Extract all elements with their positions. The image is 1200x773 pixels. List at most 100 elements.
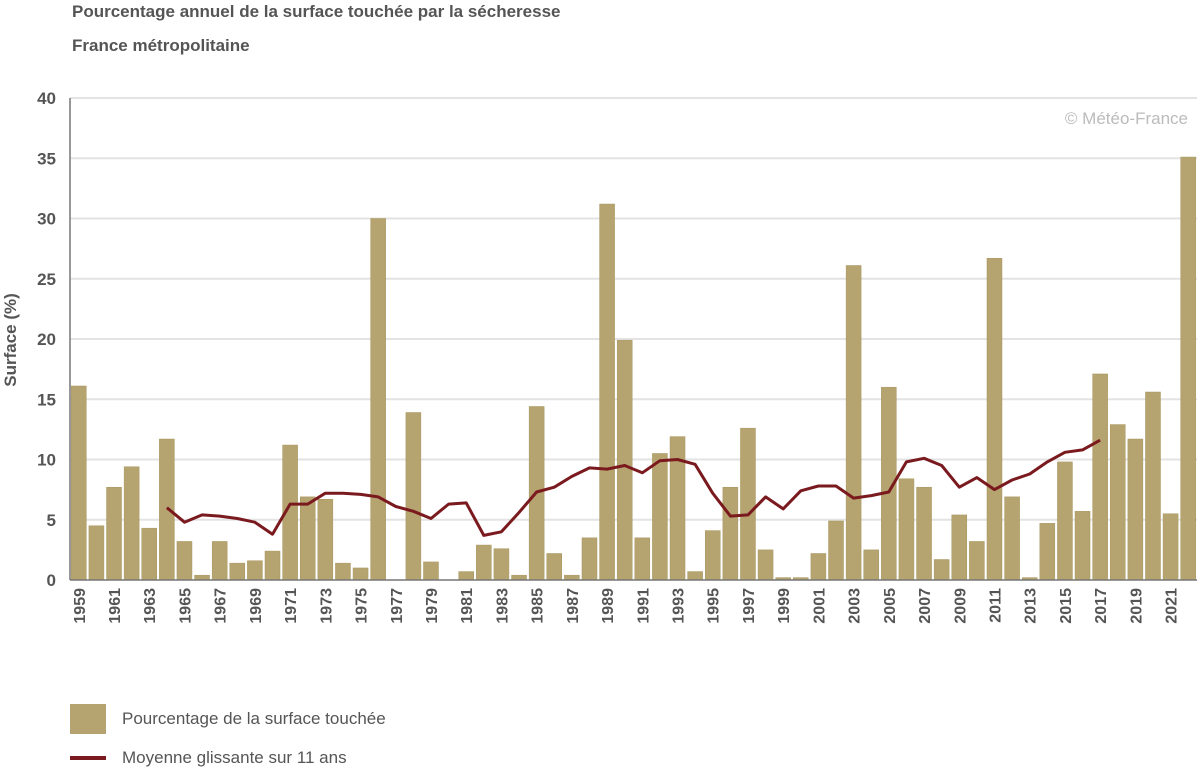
x-tick-label: 1987 — [565, 588, 582, 624]
x-tick-label: 1989 — [600, 588, 617, 624]
bar — [581, 537, 598, 581]
bar — [476, 544, 492, 581]
x-tick-label: 1973 — [318, 588, 335, 624]
x-tick-label: 1981 — [459, 588, 476, 624]
x-tick-label: 1999 — [776, 588, 793, 624]
legend-label: Moyenne glissante sur 11 ans — [122, 748, 347, 767]
x-tick-label: 1979 — [424, 588, 441, 624]
bar — [493, 548, 510, 581]
y-tick-label: 30 — [37, 210, 56, 229]
bar — [370, 218, 386, 581]
bar — [863, 549, 879, 581]
bar — [599, 203, 615, 581]
bar — [106, 486, 122, 581]
bar — [845, 265, 862, 581]
bar — [1110, 424, 1126, 581]
x-tick-label: 2019 — [1128, 588, 1145, 624]
y-tick-label: 25 — [37, 270, 56, 289]
y-tick-label: 5 — [47, 511, 56, 530]
x-tick-label: 1961 — [107, 588, 124, 624]
x-tick-label: 2003 — [847, 588, 864, 624]
bar — [634, 537, 651, 581]
bar — [933, 559, 950, 581]
bar — [71, 385, 87, 581]
bar — [141, 527, 157, 581]
y-tick-label: 40 — [37, 89, 56, 108]
bar — [969, 541, 985, 581]
y-tick-label: 20 — [37, 330, 56, 349]
bar — [176, 541, 193, 581]
bar — [828, 520, 844, 581]
bar — [898, 478, 915, 581]
legend-item-line: Moyenne glissante sur 11 ans — [70, 748, 347, 768]
y-tick-label: 15 — [37, 390, 56, 409]
bar — [951, 514, 968, 581]
bar — [352, 567, 369, 581]
x-tick-label: 2011 — [987, 588, 1004, 623]
legend-swatch-line — [70, 756, 106, 760]
bar — [1092, 373, 1108, 581]
bar — [211, 541, 228, 581]
bar — [1162, 513, 1179, 581]
bar — [88, 525, 105, 581]
bar — [1180, 156, 1196, 581]
y-tick-label: 35 — [37, 149, 56, 168]
x-tick-label: 2005 — [882, 588, 899, 624]
bar — [704, 530, 721, 581]
x-tick-label: 2017 — [1093, 588, 1110, 624]
x-tick-label: 1995 — [706, 588, 723, 624]
bar — [1004, 496, 1020, 581]
x-tick-label: 1959 — [72, 588, 89, 624]
x-tick-label: 1963 — [142, 588, 159, 624]
bar — [317, 499, 334, 581]
y-tick-label: 0 — [47, 571, 56, 590]
bar — [740, 427, 756, 581]
legend-item-bars: Pourcentage de la surface touchée — [70, 704, 386, 734]
bar — [229, 562, 246, 581]
bar — [916, 486, 932, 581]
x-tick-label: 2021 — [1164, 588, 1181, 624]
bar — [1057, 461, 1073, 581]
legend-label: Pourcentage de la surface touchée — [122, 709, 386, 728]
bar — [299, 496, 316, 581]
bar — [810, 553, 827, 581]
x-tick-label: 1967 — [213, 588, 230, 624]
bar — [123, 466, 140, 581]
x-tick-label: 1965 — [177, 588, 194, 624]
chart-title: Pourcentage annuel de la surface touchée… — [72, 2, 561, 21]
bar — [757, 549, 774, 581]
x-tick-label: 1985 — [530, 588, 547, 624]
chart-subtitle: France métropolitaine — [72, 36, 250, 55]
bar — [1127, 438, 1144, 581]
bar — [546, 553, 563, 581]
bar — [1145, 391, 1161, 581]
bar — [247, 560, 263, 581]
x-tick-label: 2001 — [811, 588, 828, 624]
watermark: © Météo-France — [1065, 109, 1188, 128]
bar — [652, 453, 668, 581]
x-tick-label: 1975 — [354, 588, 371, 624]
bar — [986, 258, 1003, 581]
x-tick-label: 1969 — [248, 588, 265, 624]
bar — [405, 412, 422, 581]
y-tick-label: 10 — [37, 451, 56, 470]
moving-average-line — [165, 438, 1101, 537]
bar — [458, 571, 474, 581]
y-axis-label: Surface (%) — [1, 293, 20, 387]
bar — [264, 550, 281, 581]
bar — [687, 571, 703, 581]
x-tick-label: 1991 — [635, 588, 652, 624]
x-tick-label: 2013 — [1023, 588, 1040, 624]
x-tick-label: 2009 — [952, 588, 969, 624]
x-tick-label: 2007 — [917, 588, 934, 624]
x-tick-label: 1971 — [283, 588, 300, 624]
x-tick-label: 1983 — [494, 588, 511, 624]
x-tick-label: 1977 — [389, 588, 406, 624]
x-tick-label: 1993 — [671, 588, 688, 624]
x-tick-label: 2015 — [1058, 588, 1075, 624]
bar — [616, 339, 633, 581]
bar — [423, 561, 439, 581]
bar — [722, 486, 739, 581]
bar — [335, 562, 351, 581]
